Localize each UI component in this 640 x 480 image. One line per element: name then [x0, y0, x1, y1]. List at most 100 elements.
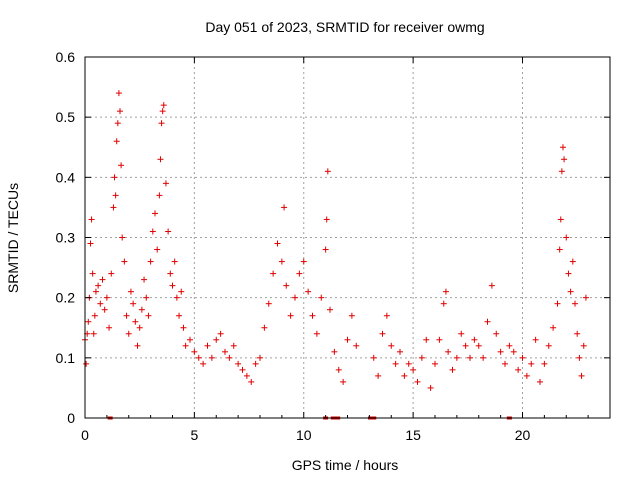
data-point [91, 312, 98, 319]
data-point [569, 258, 576, 265]
data-point [379, 330, 386, 337]
data-point [274, 240, 281, 247]
data-point [158, 120, 165, 127]
data-point [110, 204, 117, 211]
data-point [85, 318, 92, 325]
data-point [541, 360, 548, 367]
data-point [119, 234, 126, 241]
data-point [103, 294, 110, 301]
data-point [160, 102, 167, 109]
data-point [418, 354, 425, 361]
data-point [318, 294, 325, 301]
data-point [149, 228, 156, 235]
data-point [125, 330, 132, 337]
data-point [152, 210, 158, 217]
data-points [82, 90, 589, 391]
data-point [506, 342, 513, 349]
y-tick-label: 0.2 [56, 290, 76, 306]
data-point [292, 294, 298, 301]
data-point [397, 348, 403, 355]
data-point [217, 330, 224, 337]
x-tick-label: 15 [405, 427, 421, 443]
data-point [230, 342, 237, 349]
data-point [115, 90, 122, 97]
data-point [165, 228, 172, 235]
data-point [344, 336, 351, 343]
data-point [432, 360, 438, 367]
data-point [561, 156, 568, 163]
data-point [427, 384, 434, 391]
data-point [528, 360, 535, 367]
data-point [89, 270, 96, 277]
data-point [559, 144, 566, 151]
data-point [171, 258, 178, 265]
data-point [580, 342, 587, 349]
data-point [117, 108, 123, 115]
data-point [401, 372, 408, 379]
data-point [405, 360, 412, 367]
data-point [113, 138, 120, 145]
data-point [283, 282, 290, 289]
data-point [226, 354, 233, 361]
data-point [475, 342, 482, 349]
data-point [145, 312, 152, 319]
data-point [88, 216, 95, 223]
data-point [563, 234, 570, 241]
data-point [576, 354, 583, 361]
data-point [324, 168, 331, 175]
data-point [97, 300, 104, 307]
data-point [111, 174, 118, 181]
data-point [442, 288, 449, 295]
data-point [182, 342, 189, 349]
data-point [101, 306, 108, 313]
data-point [557, 216, 564, 223]
data-point [141, 276, 148, 283]
data-point [130, 300, 137, 307]
data-point [565, 270, 572, 277]
data-point [383, 312, 390, 319]
data-point [388, 342, 395, 349]
data-point [462, 342, 469, 349]
data-point [118, 162, 125, 169]
data-point [178, 288, 185, 295]
data-point [235, 360, 242, 367]
data-point [134, 342, 141, 349]
data-point [497, 348, 504, 355]
data-point [208, 354, 215, 361]
data-point [136, 324, 143, 331]
data-point [287, 312, 294, 319]
x-tick-label: 0 [81, 427, 89, 443]
data-point [519, 354, 526, 361]
data-point [348, 312, 355, 319]
data-point [488, 282, 495, 289]
data-point [281, 204, 288, 211]
data-point [327, 306, 333, 313]
data-point [147, 258, 154, 265]
data-point [257, 354, 263, 361]
data-point [83, 360, 90, 367]
data-point [392, 360, 399, 367]
y-tick-label: 0.4 [56, 169, 76, 185]
data-point [162, 180, 169, 187]
data-point [132, 318, 139, 325]
data-point [375, 372, 382, 379]
data-point [138, 306, 145, 313]
data-point [410, 366, 417, 373]
data-point [169, 282, 176, 289]
data-point [159, 108, 166, 115]
data-point [114, 120, 121, 127]
y-tick-label: 0.5 [56, 109, 76, 125]
x-tick-label: 20 [515, 427, 531, 443]
data-point [95, 282, 102, 289]
data-point [449, 366, 456, 373]
data-point [305, 288, 312, 295]
data-point [445, 348, 452, 355]
data-point [261, 324, 268, 331]
data-point [143, 294, 150, 301]
data-point [87, 240, 94, 247]
data-point [480, 354, 487, 361]
data-point [265, 300, 272, 307]
data-point [331, 348, 338, 355]
data-point [484, 318, 491, 325]
